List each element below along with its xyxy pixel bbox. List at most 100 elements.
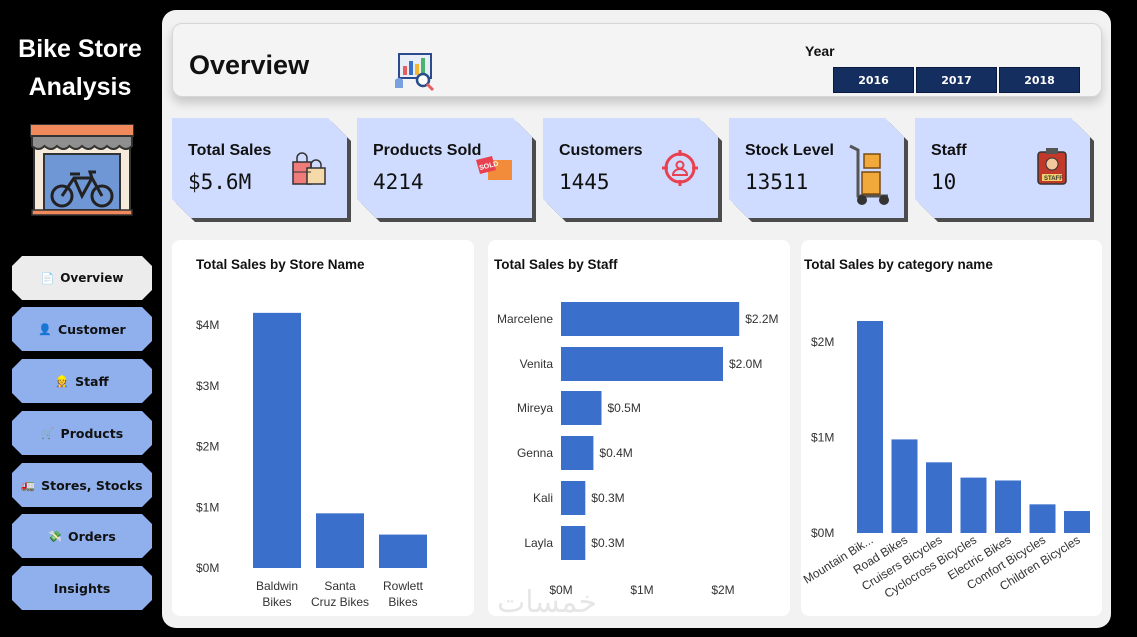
kpi-value: 13511 [745, 170, 809, 194]
bar[interactable] [561, 481, 586, 515]
year-button-2017[interactable]: 2017 [916, 67, 997, 93]
x-tick-label: Baldwin Bikes [256, 579, 298, 609]
staff-badge-icon: STAFF [1037, 148, 1067, 185]
bar[interactable] [891, 439, 918, 533]
nav-label: Insights [53, 580, 111, 596]
bar[interactable] [379, 534, 427, 568]
kpi-label: Total Sales [188, 142, 272, 159]
kpi-staff: Staff 10 STAFF [915, 118, 1090, 218]
chart-sales-by-store: $0M $1M $2M $3M $4M Baldwin Bikes Santa Cruz Bi… [196, 312, 427, 609]
sidebar: Bike Store Analysis 📄 Overview 👤 Custome… [0, 0, 160, 637]
kpi-stock-level: Stock Level 13511 [729, 118, 904, 218]
bar[interactable] [561, 436, 594, 470]
user-icon: 👤 [38, 322, 52, 336]
bar[interactable] [561, 302, 740, 336]
bars [857, 320, 1090, 533]
watermark: خمسات [497, 585, 598, 620]
x-tick-label: $0M [549, 583, 572, 597]
data-label: $0.5M [608, 401, 641, 415]
kpi-label: Stock Level [745, 142, 834, 159]
hand-truck-icon [849, 144, 889, 205]
y-axis: $0M $1M $2M $3M $4M [196, 318, 219, 575]
nav-products[interactable]: 🛒 Products [12, 411, 152, 455]
year-button-2016[interactable]: 2016 [833, 67, 914, 93]
x-tick-label: $2M [711, 583, 734, 597]
y-tick-label: $1M [196, 500, 219, 514]
kpi-total-sales: Total Sales $5.6M [172, 118, 347, 218]
kpi-value: 10 [931, 170, 957, 194]
y-tick-label: $0M [811, 526, 834, 540]
x-tick-label: $1M [630, 583, 653, 597]
y-tick-label: Mireya [517, 401, 553, 415]
header-card: Overview Year 2016 2017 2018 [172, 23, 1102, 97]
panel-sales-by-category: $0M $1M $2M Mountain Bik... Road Bikes Cruis… [801, 240, 1102, 616]
nav-label: Customer [57, 321, 126, 337]
bar[interactable] [316, 513, 364, 568]
bar[interactable] [1064, 511, 1090, 533]
data-label: $2.0M [729, 357, 762, 371]
bar[interactable] [561, 526, 586, 560]
y-tick-label: $3M [196, 379, 219, 393]
bar[interactable] [1029, 504, 1056, 533]
nav-stores-stocks[interactable]: 🚛 Stores, Stocks [12, 463, 152, 507]
nav-customer[interactable]: 👤 Customer [12, 307, 152, 351]
kpi-value: 1445 [559, 170, 610, 194]
year-button-2018[interactable]: 2018 [999, 67, 1080, 93]
data-label: $2.2M [745, 312, 778, 326]
money-icon: 💸 [48, 529, 62, 543]
data-label: $0.4M [599, 446, 632, 460]
bar[interactable] [926, 462, 952, 533]
data-label: $0.3M [591, 536, 624, 550]
bike-store-icon [30, 124, 134, 216]
chart-title: Total Sales by Staff [494, 257, 618, 272]
kpi-label: Staff [931, 142, 967, 159]
x-axis: Baldwin Bikes Santa Cruz Bikes Rowlett Bikes [256, 579, 424, 609]
y-tick-label: Kali [533, 491, 553, 505]
y-tick-label: Marcelene [497, 312, 553, 326]
nav-label: Products [60, 425, 124, 441]
bars [253, 312, 427, 568]
kpi-products-sold: Products Sold 4214 SOLD [357, 118, 532, 218]
y-tick-label: Genna [517, 446, 553, 460]
kpi-customers: Customers 1445 [543, 118, 718, 218]
y-tick-label: Venita [520, 357, 554, 371]
nav-label: Overview [60, 271, 124, 285]
kpi-label: Products Sold [373, 142, 482, 159]
sold-tag-icon: SOLD [476, 156, 512, 180]
kpi-value: 4214 [373, 170, 424, 194]
truck-icon: 🚛 [21, 478, 36, 492]
nav-label: Staff [75, 373, 109, 389]
bar[interactable] [995, 480, 1021, 533]
svg-text:SOLD: SOLD [479, 161, 500, 172]
kpi-value: $5.6M [188, 170, 252, 194]
bar[interactable] [857, 320, 883, 533]
y-tick-label: Layla [524, 536, 553, 550]
svg-text:STAFF: STAFF [1044, 176, 1063, 182]
bar[interactable] [561, 391, 602, 425]
page-title: Overview [189, 50, 310, 80]
panel-sales-by-store: $0M $1M $2M $3M $4M Baldwin Bikes Santa Cruz Bi… [172, 240, 474, 616]
nav-overview[interactable]: 📄 Overview [12, 256, 152, 300]
cart-icon: 🛒 [40, 426, 55, 440]
nav-orders[interactable]: 💸 Orders [12, 514, 152, 558]
bar[interactable] [561, 347, 723, 381]
app-title: Bike Store Analysis [18, 35, 142, 101]
shopping-bags-icon [292, 152, 326, 185]
bar[interactable] [253, 312, 301, 568]
chart-sales-by-staff: Marcelene Venita Mireya Genna Kali Layla $2.2… [497, 302, 779, 597]
nav-label: Orders [67, 528, 116, 544]
y-tick-label: $2M [811, 335, 834, 349]
year-slicer: 2016 2017 2018 [833, 67, 1080, 93]
y-axis: Marcelene Venita Mireya Genna Kali Layla [497, 312, 553, 550]
nav-insights[interactable]: Insights [12, 566, 152, 610]
nav-staff[interactable]: 👷 Staff [12, 359, 152, 403]
year-label: Year [805, 43, 835, 59]
x-tick-label: Rowlett Bikes [383, 579, 424, 609]
y-axis: $0M $1M $2M [811, 335, 834, 540]
bar[interactable] [960, 477, 987, 533]
x-tick-label: Santa Cruz Bikes [311, 579, 369, 609]
y-tick-label: $0M [196, 561, 219, 575]
y-tick-label: $1M [811, 431, 834, 445]
data-labels: $2.2M $2.0M $0.5M $0.4M $0.3M $0.3M [591, 312, 778, 550]
